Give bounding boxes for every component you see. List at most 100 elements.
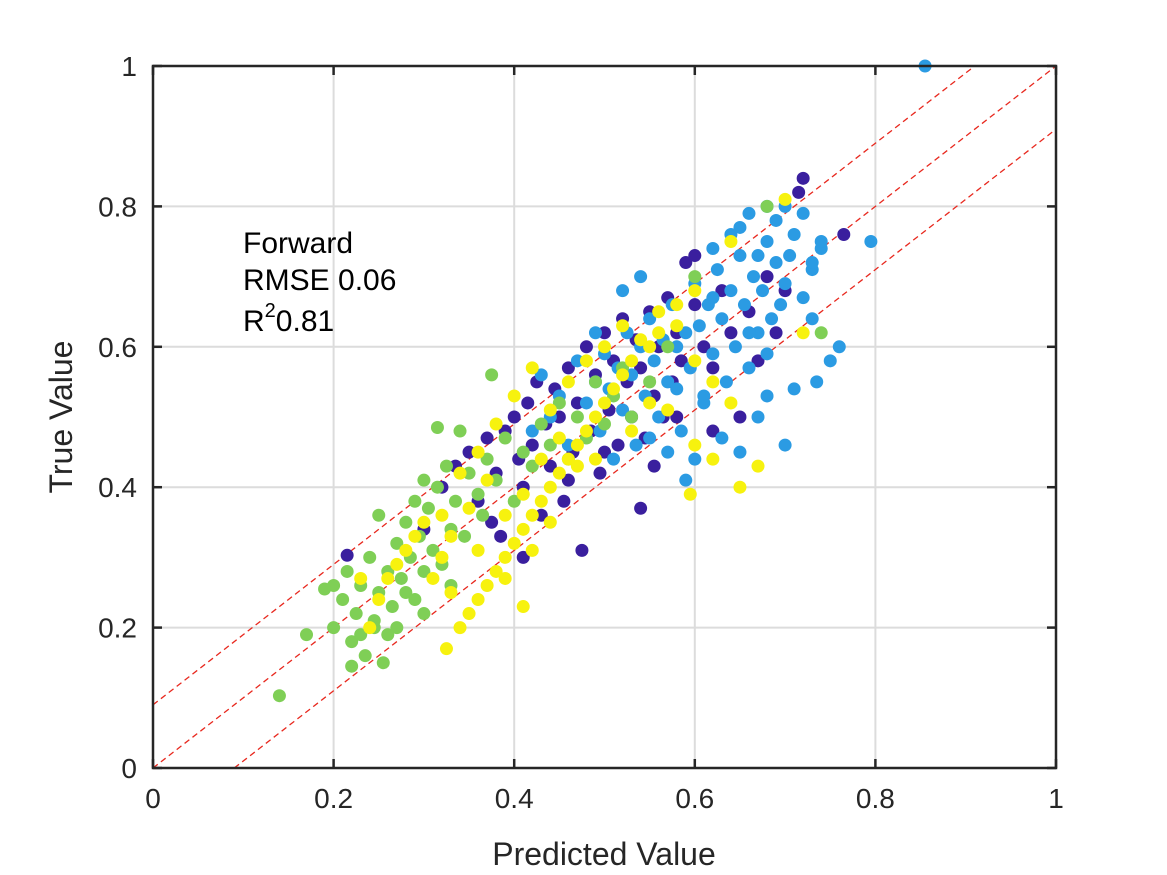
data-point-s3-61 [534,452,548,466]
data-point-s0-29 [593,466,607,480]
data-point-s2-54 [688,270,702,284]
x-tick-label-1: 0.2 [314,783,353,814]
data-point-s2-43 [552,396,566,410]
data-point-s0-65 [516,550,530,564]
x-tick-label-4: 0.8 [856,783,895,814]
data-point-s2-12 [376,656,390,670]
data-point-s3-35 [390,557,404,571]
data-point-s0-51 [706,361,720,375]
data-point-s1-88 [616,284,630,298]
data-point-s0-71 [670,410,684,424]
data-point-s2-39 [516,445,530,459]
data-point-s1-70 [715,431,729,445]
data-point-s1-83 [661,445,675,459]
data-point-s2-47 [588,375,602,389]
data-point-s2-67 [381,628,395,642]
data-point-s3-49 [616,319,630,333]
data-point-s0-6 [480,431,494,445]
x-tick-label-3: 0.6 [675,783,714,814]
data-point-s2-22 [421,501,435,515]
data-point-s2-64 [390,621,404,635]
y-tick-label-0: 0 [121,753,137,784]
data-point-s0-30 [598,326,611,340]
data-point-s0-64 [647,459,661,473]
y-tick-label-2: 0.4 [98,472,137,503]
data-point-s2-53 [661,340,675,354]
data-point-s3-9 [625,354,639,368]
data-point-s3-14 [579,424,593,438]
data-point-s2-48 [598,417,611,431]
data-point-s3-11 [607,382,621,396]
data-point-s1-65 [787,382,801,396]
data-point-s2-30 [458,529,472,543]
data-point-s1-8 [774,298,788,312]
data-point-s2-34 [480,452,494,466]
x-tick-label-2: 0.4 [495,783,534,814]
y-tick-label-4: 0.8 [98,191,137,222]
data-point-s2-63 [417,473,431,487]
data-point-s0-47 [674,354,688,368]
r-squared-base: R [243,305,265,338]
data-point-s0-68 [706,424,720,438]
data-point-s3-15 [570,438,584,452]
data-point-s2-26 [439,459,453,473]
x-tick-label-0: 0 [145,783,161,814]
data-point-s3-60 [516,487,530,501]
data-point-s3-53 [688,354,702,368]
data-point-s2-35 [485,368,499,382]
data-point-s3-38 [363,621,377,635]
data-point-s1-23 [706,347,720,361]
data-point-s3-2 [683,487,697,501]
data-point-s3-45 [543,403,557,417]
data-point-s1-62 [805,256,819,270]
data-point-s3-34 [399,543,413,557]
data-point-s1-1 [864,235,878,248]
data-point-s0-61 [792,185,806,199]
data-point-s1-13 [751,326,765,340]
data-point-s0-67 [688,249,702,263]
data-point-s3-66 [643,396,657,410]
data-point-s0-53 [724,326,738,340]
data-point-s1-14 [746,270,760,284]
data-point-s2-70 [399,586,413,599]
axis-ticks [151,64,1058,770]
data-point-s2-58 [345,659,359,673]
data-point-s2-0 [272,689,286,703]
data-point-s1-89 [588,326,602,340]
data-point-s0-69 [598,445,611,459]
data-point-s3-71 [751,459,765,473]
data-point-s2-16 [394,571,408,585]
data-point-s1-15 [742,361,756,375]
data-point-s2-36 [489,473,503,487]
data-point-s3-0 [439,642,453,656]
data-point-s1-80 [823,354,837,368]
data-point-s2-19 [408,593,422,607]
data-point-s2-21 [417,564,431,578]
data-point-s1-66 [805,312,819,326]
data-point-s3-55 [724,396,738,410]
data-point-s3-46 [561,375,575,389]
data-point-s3-23 [498,550,512,564]
data-point-s3-48 [598,340,611,354]
annotation-line-2: RMSE 0.06 [243,264,396,297]
data-point-s1-21 [715,312,729,326]
data-point-s3-50 [634,333,648,347]
data-point-s3-47 [579,354,593,368]
data-point-s3-18 [543,480,557,494]
data-point-s0-33 [611,438,625,452]
data-point-s2-56 [814,326,828,340]
data-point-s3-6 [670,298,684,312]
data-point-s1-40 [629,438,643,452]
data-point-s3-33 [408,529,422,543]
data-point-s3-40 [453,466,467,480]
annotation-line-3: R20.81 [243,300,334,338]
data-point-s3-1 [516,600,530,614]
data-point-s3-30 [435,550,449,564]
data-point-s3-64 [588,452,602,466]
data-point-s0-54 [733,410,747,424]
data-point-s2-28 [449,494,463,508]
data-point-s1-82 [760,347,774,361]
data-points [272,59,932,703]
data-point-s2-31 [462,466,476,480]
data-point-s2-62 [408,494,422,508]
